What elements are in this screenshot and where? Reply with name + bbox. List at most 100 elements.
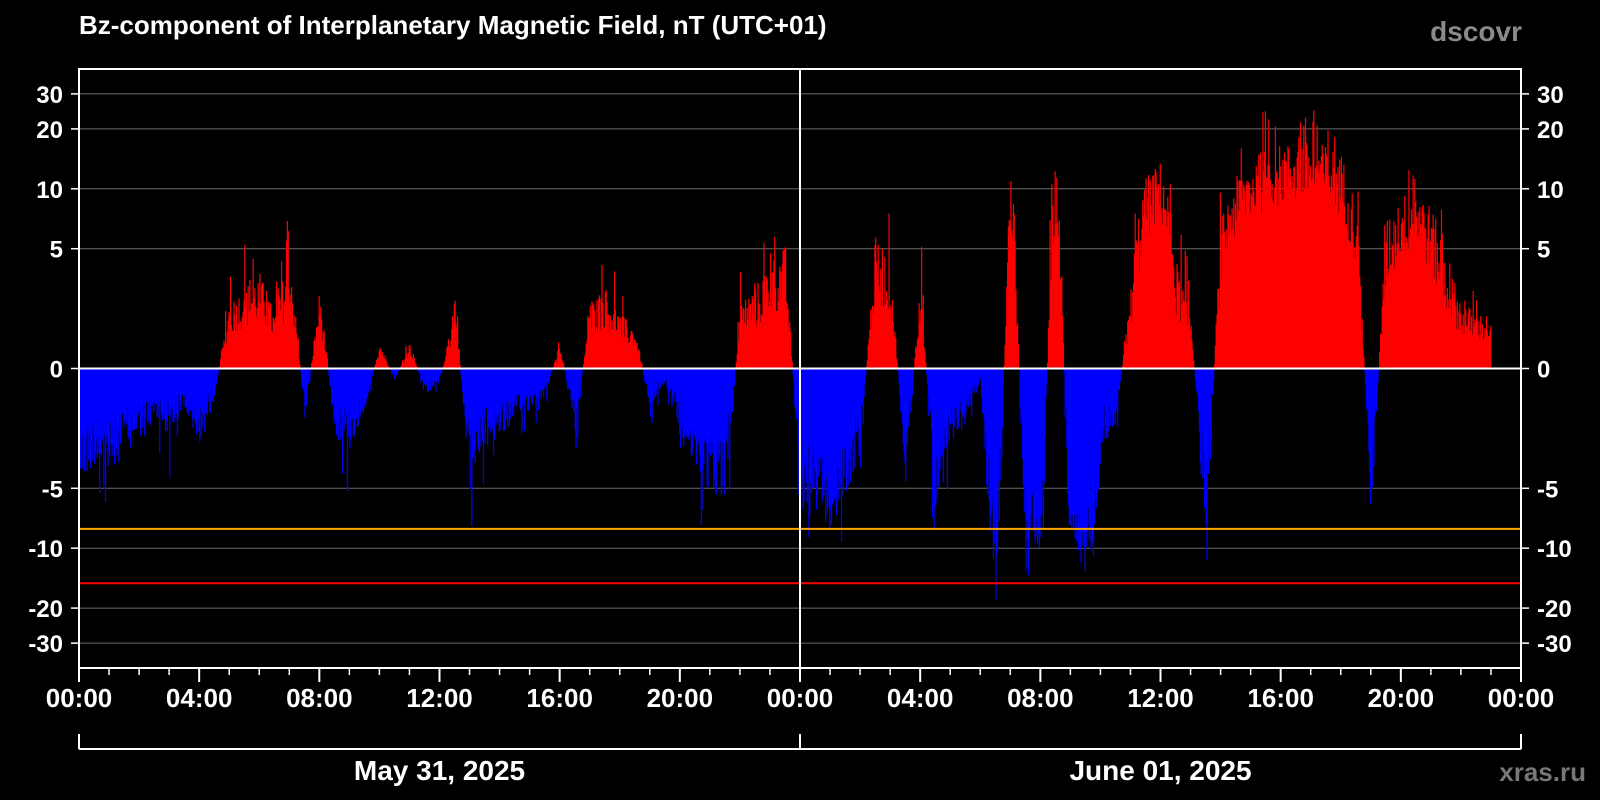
bz-bar (285, 287, 287, 369)
bz-bar (1410, 209, 1413, 369)
bz-bar (1173, 287, 1176, 369)
bz-bar (779, 266, 781, 369)
bz-bar (567, 368, 569, 390)
bz-bar (1258, 154, 1260, 369)
bz-bar (647, 368, 649, 397)
bz-bar (977, 368, 979, 387)
bz-bar (208, 368, 210, 394)
bz-bar (1412, 175, 1414, 369)
bz-bar (762, 281, 764, 369)
bz-bar (1488, 335, 1490, 369)
bz-bar (1238, 210, 1240, 369)
bz-bar (626, 327, 628, 369)
bz-bar (90, 368, 92, 440)
bz-bar (699, 368, 701, 455)
bz-bar (200, 368, 202, 409)
bz-bar (1259, 152, 1262, 369)
bz-bar (452, 316, 454, 369)
bz-bar (499, 368, 501, 430)
y-tick-label-right: 10 (1537, 177, 1564, 204)
bz-bar (267, 301, 269, 369)
bz-bar (811, 368, 813, 489)
bz-bar (488, 368, 490, 420)
bz-bar (1301, 148, 1303, 369)
bz-bar (910, 368, 913, 402)
bz-bar (362, 368, 364, 414)
bz-bar (854, 368, 856, 469)
bz-bar (1314, 167, 1317, 369)
bz-bar (925, 362, 927, 369)
bz-bar (789, 322, 791, 369)
bz-bar (135, 368, 137, 429)
bz-bar (563, 362, 565, 369)
bz-bar (941, 368, 943, 441)
bz-bar (991, 368, 994, 502)
bz-bar (477, 368, 480, 450)
bz-bar (117, 368, 119, 428)
bz-bar (192, 368, 194, 428)
bz-bar (902, 368, 904, 444)
bz-bar (987, 368, 989, 458)
bz-bar (1052, 244, 1055, 369)
bz-bar (277, 288, 279, 369)
bz-bar (752, 298, 754, 369)
bz-bar (1011, 236, 1014, 369)
bz-bar (496, 368, 498, 417)
bz-bar (763, 242, 765, 369)
bz-bar (668, 368, 671, 393)
bz-bar (1070, 368, 1072, 516)
bz-bar (805, 368, 808, 483)
bz-bar (607, 314, 609, 369)
bz-bar (960, 368, 962, 402)
bz-bar (346, 368, 349, 491)
bz-bar (1329, 186, 1331, 369)
bz-bar (223, 340, 225, 369)
bz-bar (91, 368, 93, 461)
bz-bar (868, 338, 870, 369)
bz-bar (274, 322, 276, 369)
bz-bar (673, 368, 676, 392)
bz-bar (1050, 280, 1052, 369)
bz-bar (581, 368, 583, 376)
bz-bar (1480, 333, 1483, 369)
bz-bar (926, 368, 929, 383)
bz-bar (125, 368, 127, 425)
bz-bar (459, 364, 461, 369)
bz-bar (1414, 179, 1416, 369)
bz-bar (1248, 184, 1251, 369)
bz-bar (216, 368, 218, 378)
bz-bar (1082, 368, 1084, 531)
bz-bar (171, 368, 173, 410)
bz-bar (574, 368, 576, 431)
bz-bar (89, 368, 91, 435)
bz-bar (927, 368, 929, 416)
bz-bar (258, 302, 260, 369)
bz-bar (1467, 314, 1469, 369)
bz-bar (503, 368, 505, 431)
bz-bar (149, 368, 152, 426)
bz-bar (1201, 368, 1203, 431)
bz-bar (1152, 175, 1154, 369)
bz-bar (124, 368, 127, 418)
bz-bar (735, 362, 737, 369)
bz-bar (1184, 250, 1186, 369)
bz-bar (1142, 200, 1144, 369)
bz-bar (131, 368, 133, 431)
bz-bar (1420, 226, 1423, 369)
bz-bar (1339, 197, 1342, 369)
bz-bar (1242, 199, 1244, 369)
bz-bar (1196, 368, 1198, 393)
bz-bar (738, 342, 740, 369)
bz-bar (723, 368, 725, 460)
bz-bar (235, 306, 238, 369)
bz-bar (786, 304, 788, 369)
bz-bar (179, 368, 181, 401)
bz-bar (418, 368, 420, 374)
bz-bar (961, 368, 964, 414)
bz-bar (1160, 213, 1162, 369)
bz-bar (317, 326, 319, 369)
bz-bar (930, 368, 932, 410)
bz-bar (638, 350, 641, 369)
bz-bar (1127, 319, 1130, 369)
bz-bar (84, 368, 87, 457)
